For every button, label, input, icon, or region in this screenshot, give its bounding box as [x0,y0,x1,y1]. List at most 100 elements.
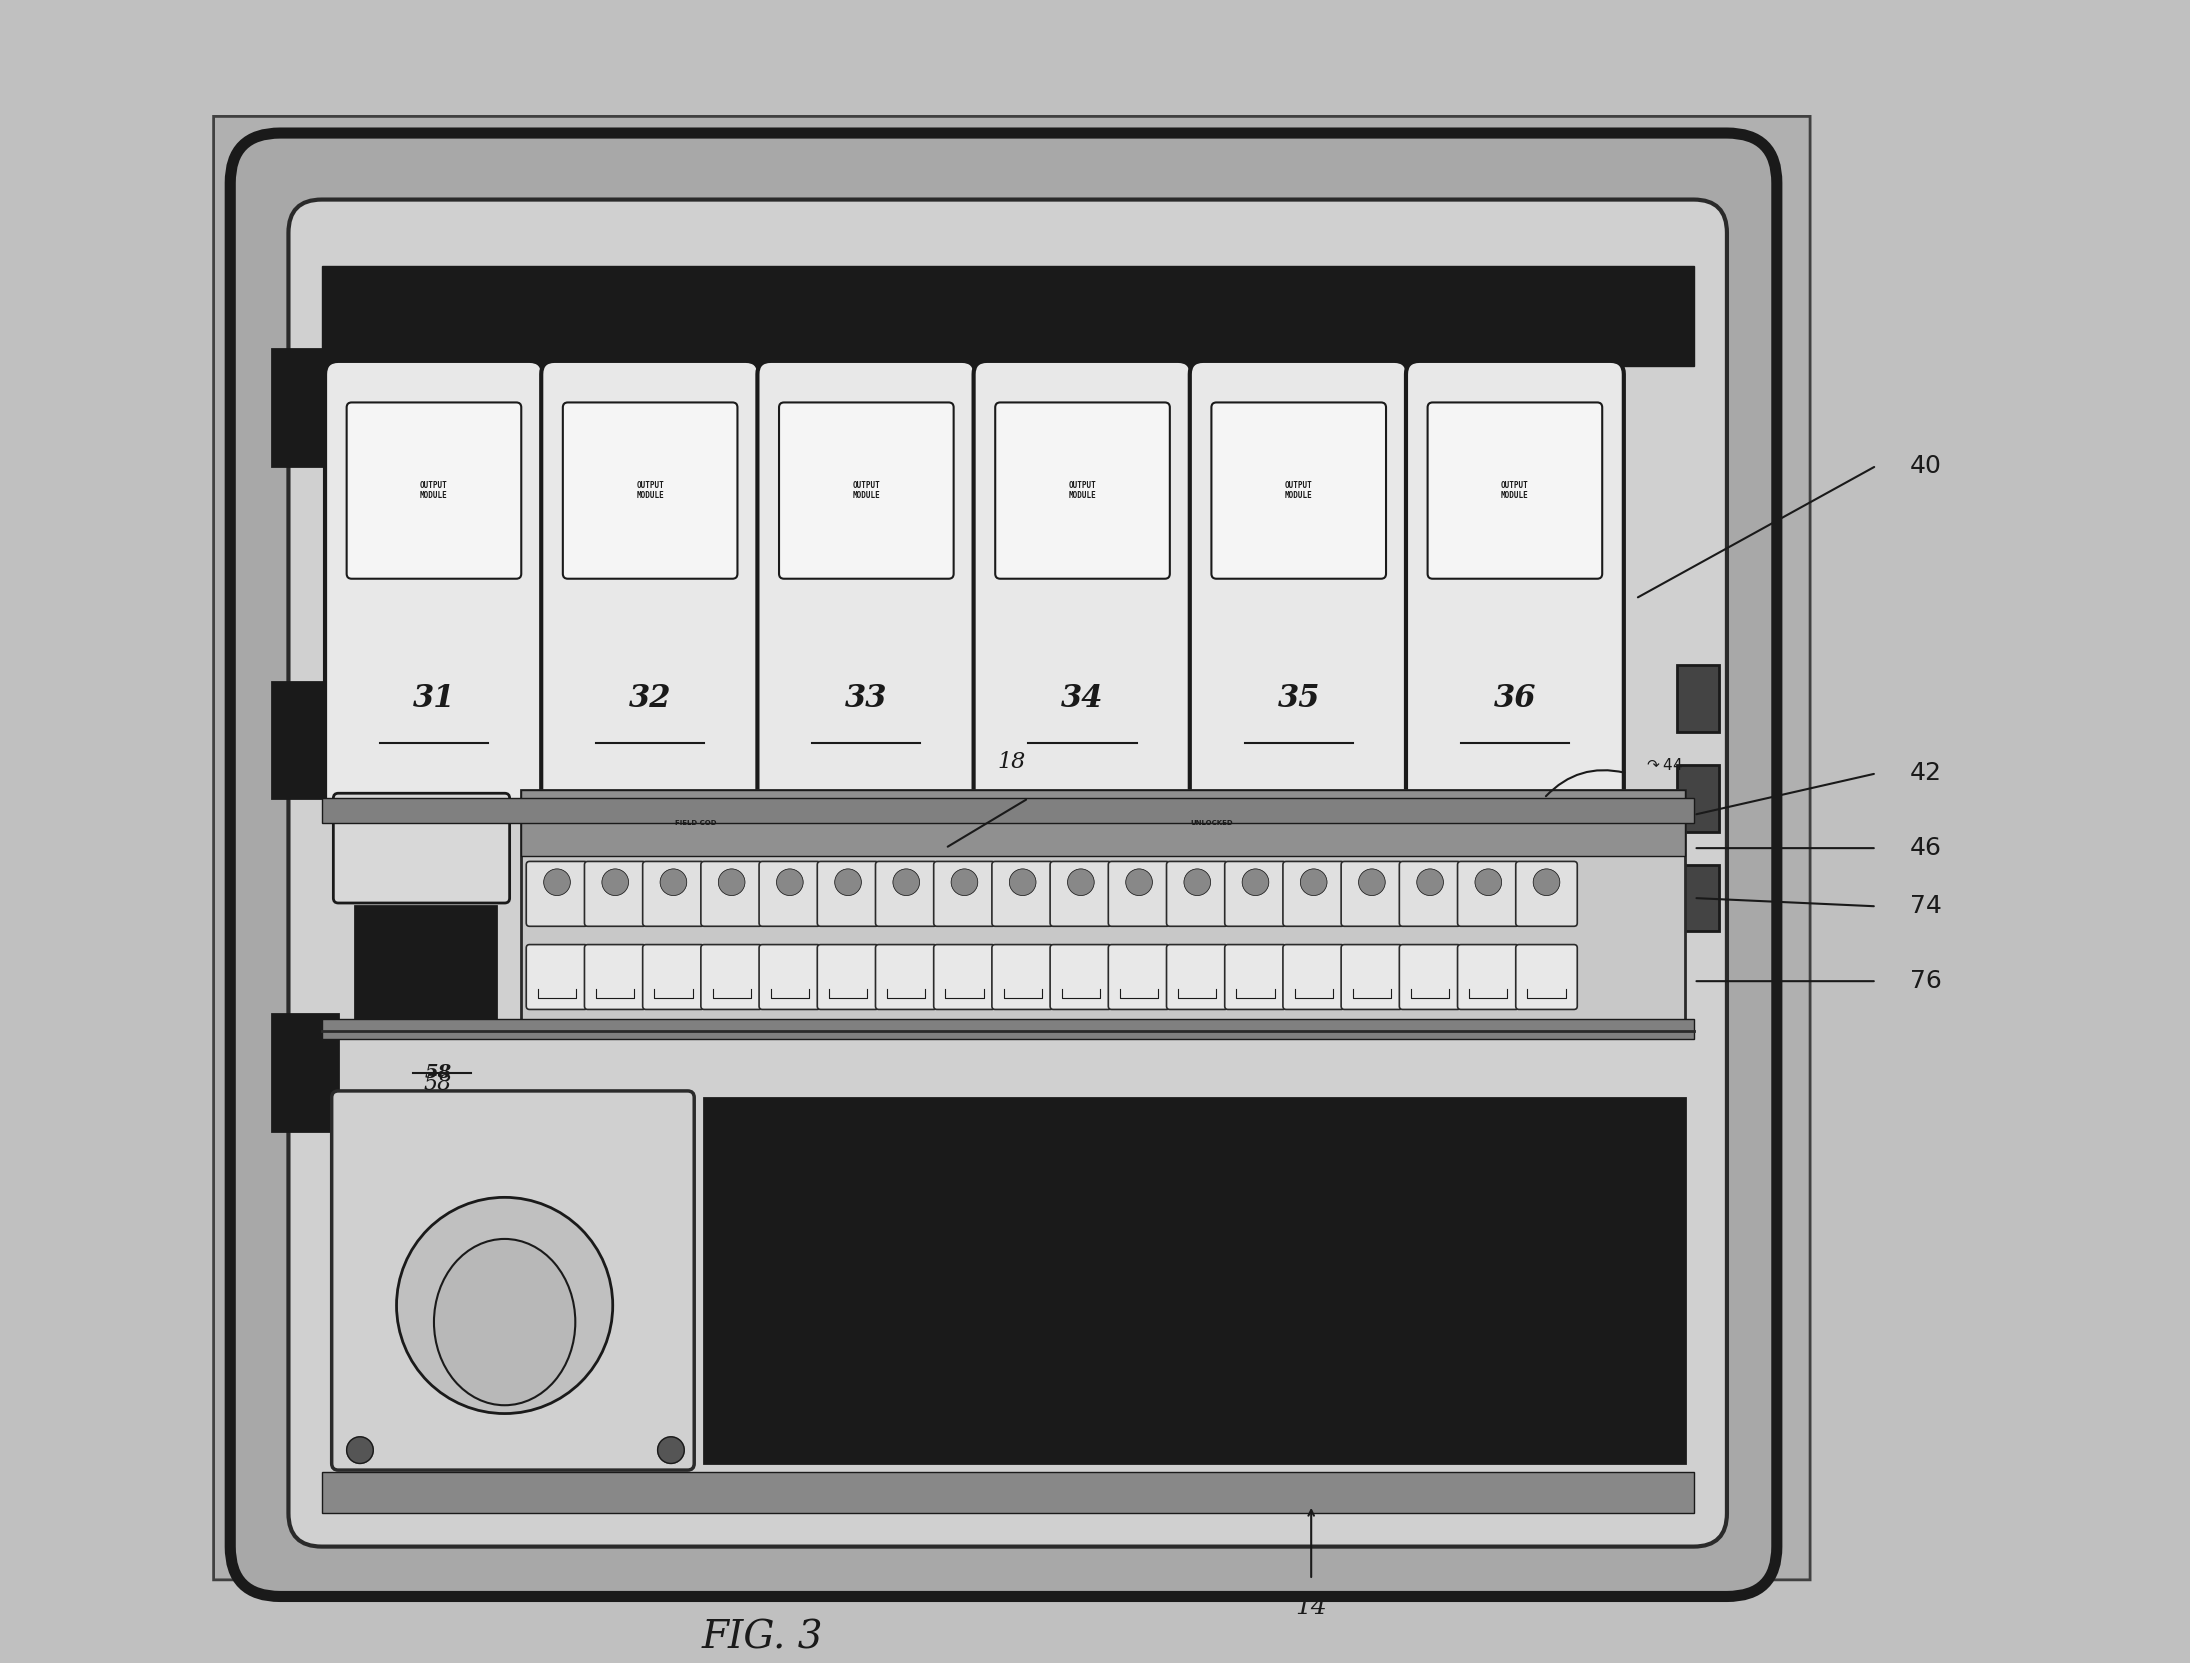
Circle shape [718,870,745,895]
Text: 36: 36 [1494,683,1535,713]
Circle shape [1476,870,1502,895]
FancyBboxPatch shape [541,361,760,820]
Text: 35: 35 [1277,683,1321,713]
Circle shape [950,870,977,895]
Text: 31: 31 [412,683,456,713]
FancyBboxPatch shape [230,133,1776,1596]
FancyBboxPatch shape [1108,945,1169,1009]
Circle shape [1067,870,1095,895]
FancyBboxPatch shape [1049,861,1113,926]
Bar [521,790,1686,856]
Text: 34: 34 [1062,683,1104,713]
Text: 58: 58 [425,1064,451,1083]
FancyBboxPatch shape [701,945,762,1009]
FancyBboxPatch shape [933,945,994,1009]
Bar [1678,865,1719,931]
FancyBboxPatch shape [1224,945,1286,1009]
FancyBboxPatch shape [1459,861,1520,926]
FancyBboxPatch shape [215,116,1811,1580]
Text: OUTPUT
MODULE: OUTPUT MODULE [420,481,447,501]
FancyBboxPatch shape [563,402,738,579]
FancyBboxPatch shape [758,361,975,820]
Circle shape [346,1437,372,1463]
FancyBboxPatch shape [526,945,587,1009]
Text: 74: 74 [1910,895,1943,918]
FancyBboxPatch shape [817,945,878,1009]
Text: 42: 42 [1910,762,1943,785]
Text: 58: 58 [425,1073,453,1094]
Circle shape [1185,870,1211,895]
FancyBboxPatch shape [780,402,953,579]
FancyBboxPatch shape [331,1091,694,1470]
FancyBboxPatch shape [1428,402,1603,579]
Bar [272,682,337,798]
FancyBboxPatch shape [975,361,1191,820]
Circle shape [777,870,804,895]
Text: 33: 33 [845,683,887,713]
FancyBboxPatch shape [1211,402,1386,579]
Circle shape [1533,870,1559,895]
Circle shape [602,870,629,895]
FancyBboxPatch shape [289,200,1728,1547]
Text: 46: 46 [1910,836,1943,860]
FancyBboxPatch shape [992,945,1053,1009]
FancyBboxPatch shape [1283,861,1345,926]
Ellipse shape [434,1239,576,1405]
Circle shape [834,870,861,895]
FancyBboxPatch shape [346,402,521,579]
FancyBboxPatch shape [992,861,1053,926]
Bar [322,798,1693,823]
FancyBboxPatch shape [876,861,937,926]
FancyBboxPatch shape [1406,361,1623,820]
FancyBboxPatch shape [1189,361,1408,820]
Circle shape [1358,870,1386,895]
Text: OUTPUT
MODULE: OUTPUT MODULE [637,481,664,501]
FancyBboxPatch shape [1399,945,1461,1009]
FancyBboxPatch shape [585,861,646,926]
Text: FIG. 3: FIG. 3 [701,1620,823,1656]
Text: 76: 76 [1910,970,1943,993]
Circle shape [1242,870,1268,895]
FancyBboxPatch shape [642,945,705,1009]
FancyBboxPatch shape [1459,945,1520,1009]
Bar [322,1472,1693,1513]
FancyBboxPatch shape [701,861,762,926]
FancyBboxPatch shape [994,402,1169,579]
Bar [1678,665,1719,732]
FancyBboxPatch shape [817,861,878,926]
Bar [272,349,337,466]
Circle shape [1010,870,1036,895]
Text: UNLOCKED: UNLOCKED [1189,820,1233,827]
Text: FIELD COD: FIELD COD [675,820,716,827]
Text: $\curvearrowright$44: $\curvearrowright$44 [1645,757,1682,773]
FancyBboxPatch shape [526,861,587,926]
Circle shape [894,870,920,895]
Bar [521,790,1686,1031]
Bar [322,266,1693,366]
Text: 40: 40 [1910,454,1943,477]
Bar [322,1019,1693,1039]
FancyBboxPatch shape [1167,945,1229,1009]
Text: OUTPUT
MODULE: OUTPUT MODULE [1286,481,1312,501]
FancyBboxPatch shape [1515,861,1577,926]
Circle shape [543,870,569,895]
Circle shape [396,1197,613,1414]
FancyBboxPatch shape [1340,945,1402,1009]
FancyBboxPatch shape [585,945,646,1009]
Text: 32: 32 [629,683,672,713]
FancyBboxPatch shape [1224,861,1286,926]
Bar [272,1014,337,1131]
FancyBboxPatch shape [333,793,510,903]
Circle shape [659,870,688,895]
FancyBboxPatch shape [1108,861,1169,926]
Bar [1678,765,1719,832]
Text: OUTPUT
MODULE: OUTPUT MODULE [852,481,880,501]
Bar [705,1098,1686,1463]
FancyBboxPatch shape [1340,861,1402,926]
FancyBboxPatch shape [1167,861,1229,926]
Bar [355,906,497,1031]
FancyBboxPatch shape [760,945,821,1009]
FancyBboxPatch shape [1515,945,1577,1009]
FancyBboxPatch shape [1283,945,1345,1009]
Text: 18: 18 [999,752,1025,773]
